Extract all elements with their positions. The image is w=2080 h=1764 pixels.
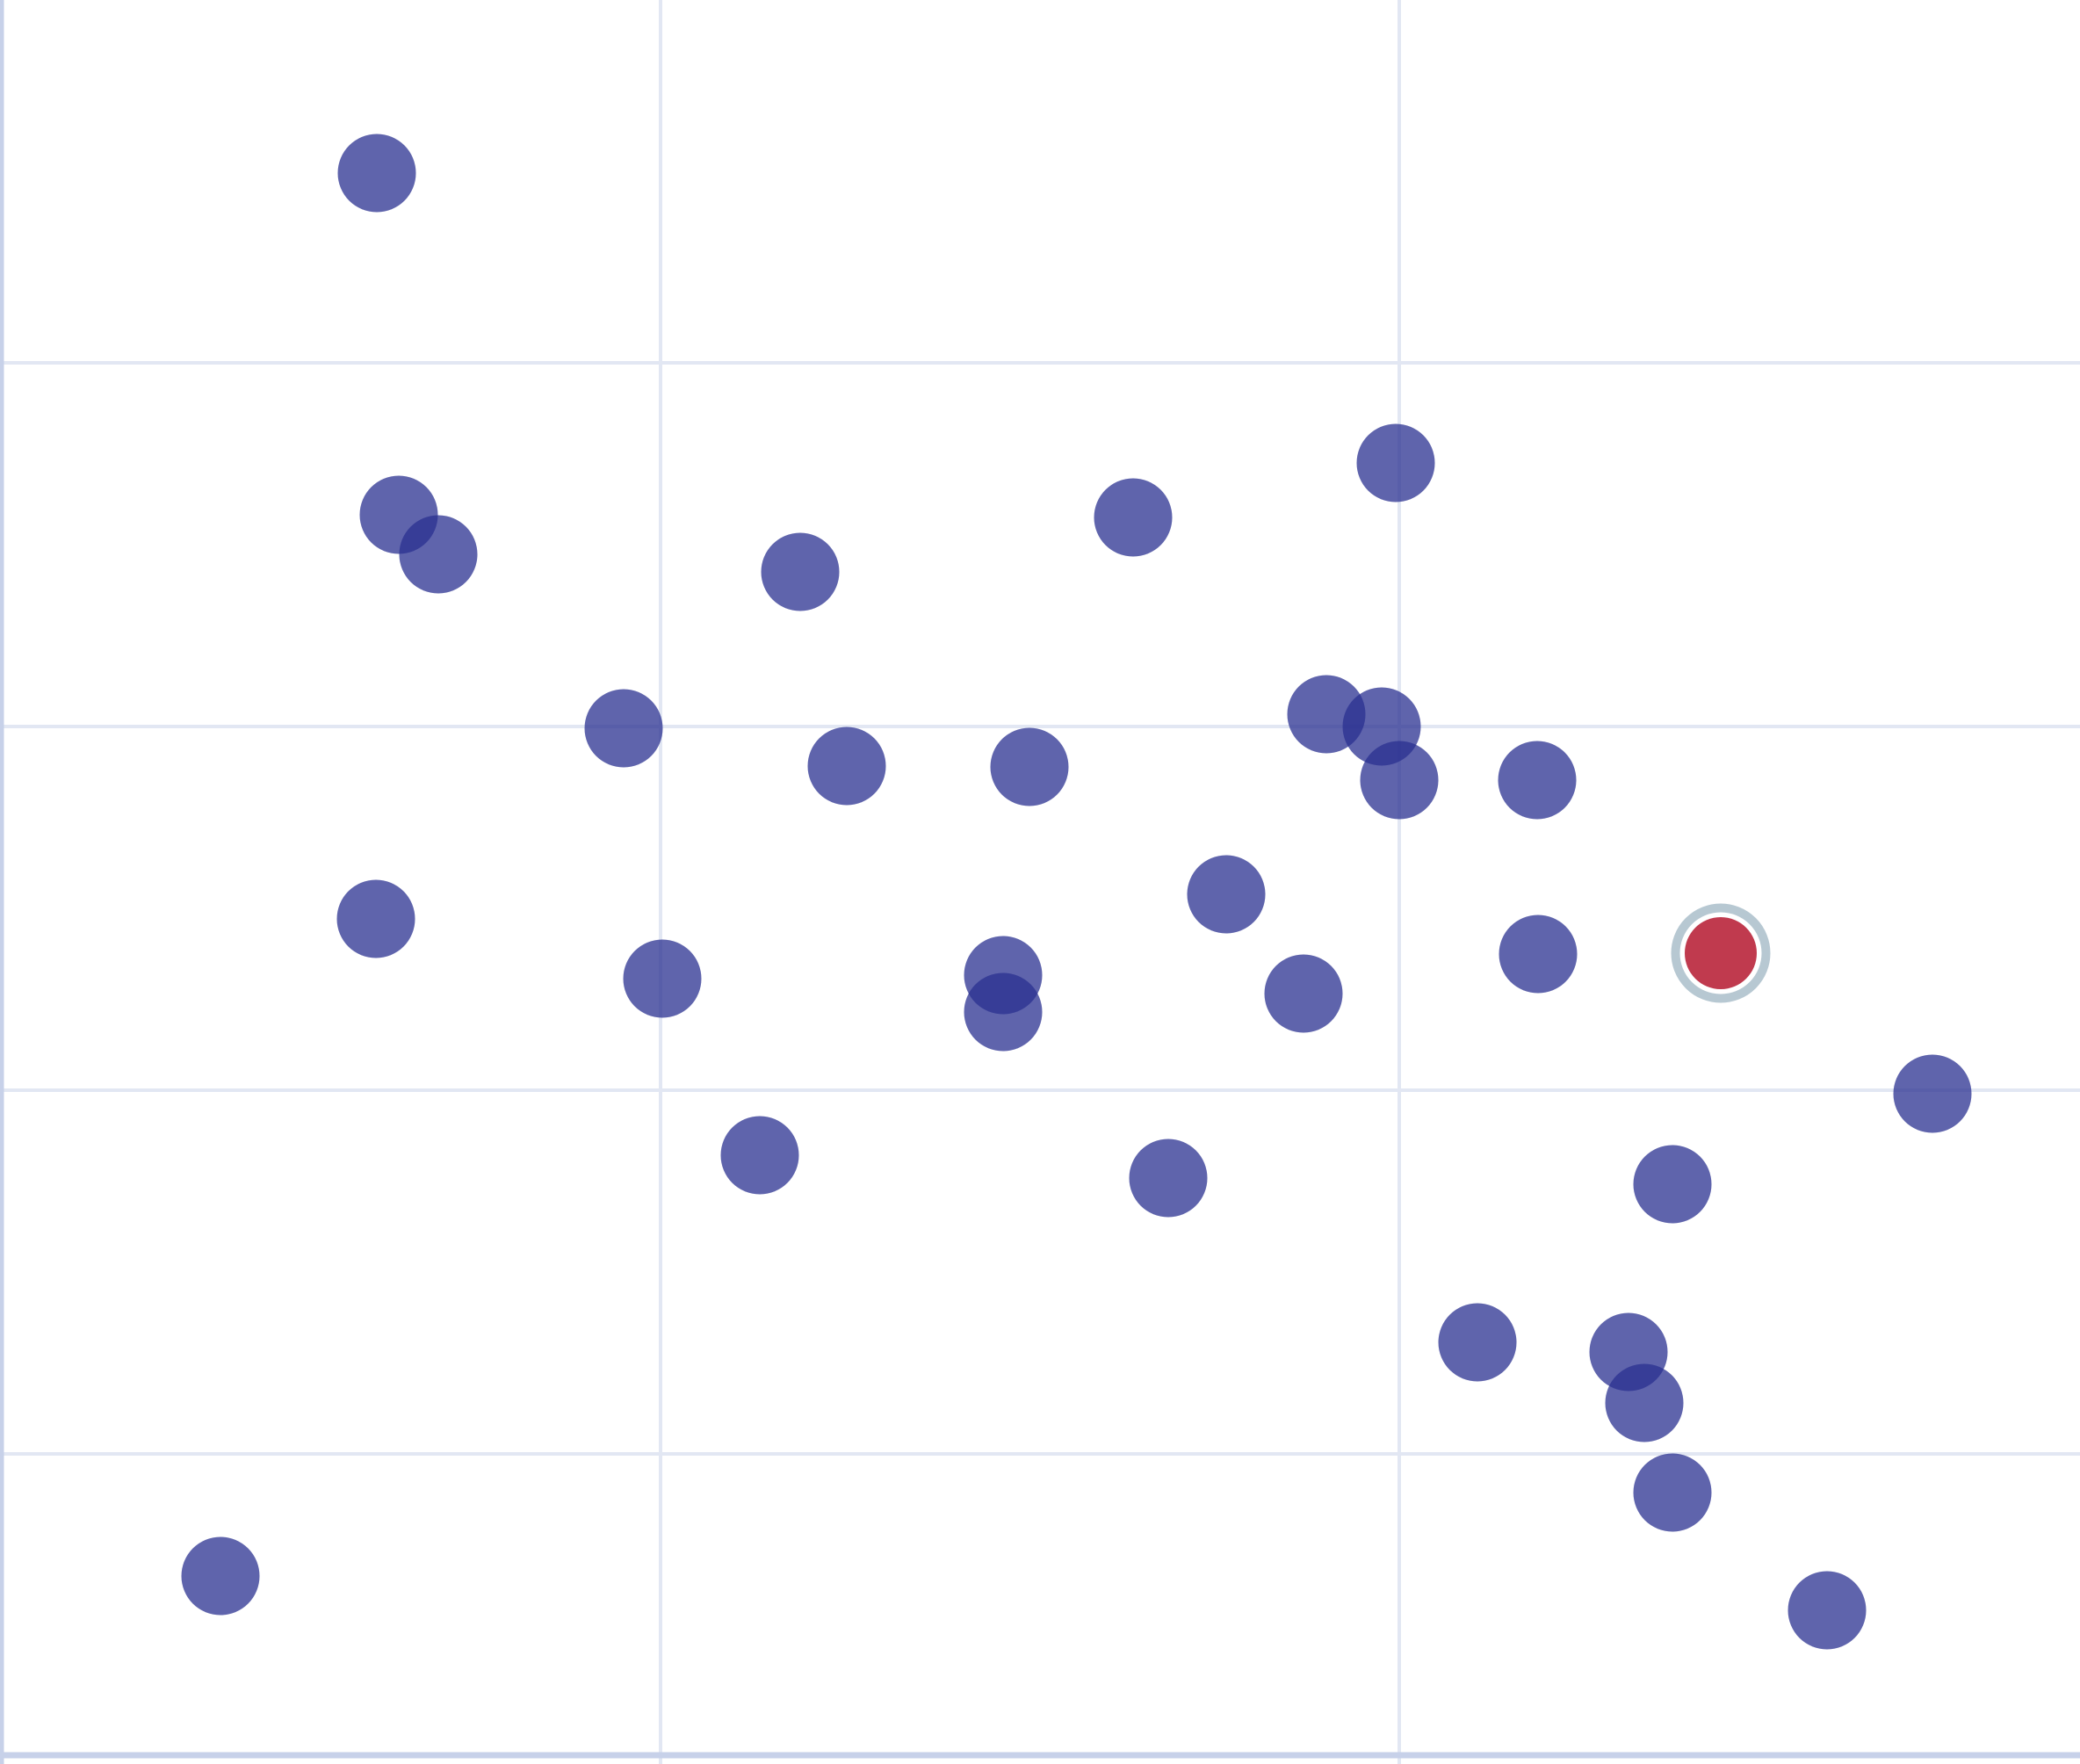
data-point[interactable]	[1499, 915, 1578, 994]
data-point[interactable]	[1893, 1054, 1972, 1133]
data-point[interactable]	[584, 689, 663, 768]
data-point[interactable]	[720, 1116, 799, 1195]
data-point[interactable]	[336, 879, 415, 958]
data-point[interactable]	[1094, 478, 1173, 557]
data-point[interactable]	[1788, 1571, 1867, 1650]
data-point[interactable]	[399, 515, 478, 594]
data-point[interactable]	[1438, 1303, 1517, 1382]
data-point[interactable]	[761, 532, 840, 611]
data-point[interactable]	[807, 727, 886, 806]
data-point[interactable]	[1633, 1145, 1712, 1224]
selected-data-point[interactable]	[1685, 917, 1757, 989]
data-point[interactable]	[1129, 1139, 1208, 1218]
data-point[interactable]	[337, 134, 416, 213]
data-point[interactable]	[1360, 741, 1439, 820]
data-point[interactable]	[1356, 423, 1435, 502]
data-point[interactable]	[623, 939, 702, 1018]
data-point[interactable]	[990, 727, 1069, 806]
data-point[interactable]	[1264, 954, 1343, 1033]
data-point[interactable]	[1187, 855, 1266, 934]
data-point[interactable]	[181, 1536, 260, 1616]
data-point[interactable]	[1605, 1363, 1684, 1442]
selection-ring	[1671, 903, 1771, 1003]
data-point[interactable]	[1633, 1453, 1712, 1532]
data-point[interactable]	[964, 972, 1043, 1052]
data-point[interactable]	[1498, 741, 1577, 820]
